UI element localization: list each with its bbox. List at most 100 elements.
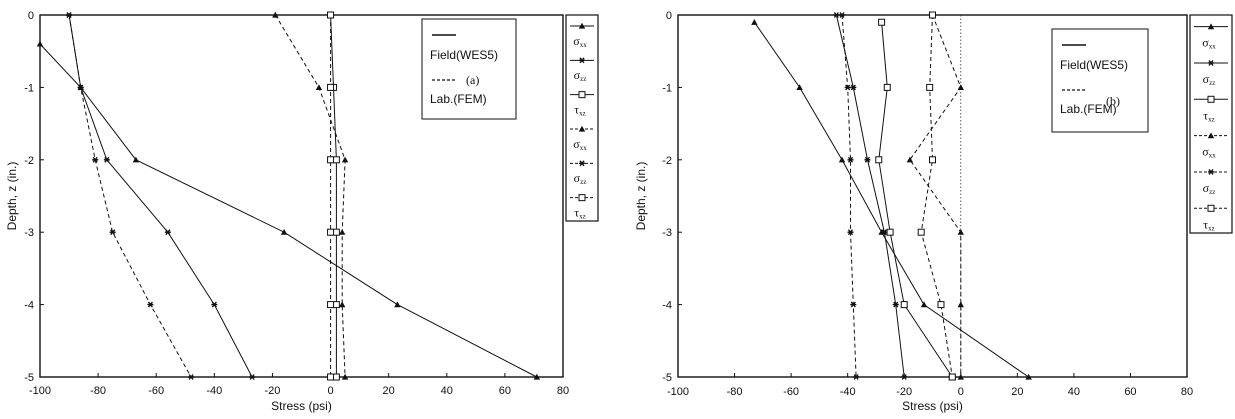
- x-tick-label: -40: [840, 386, 856, 398]
- x-tick-label: -80: [90, 385, 106, 397]
- marker-star: [850, 301, 857, 308]
- marker-triangle: [272, 11, 279, 18]
- symbol-letter: σ: [574, 68, 581, 82]
- x-tick-label: 80: [1181, 386, 1193, 398]
- x-tick-label: -20: [264, 385, 280, 397]
- marker-square: [327, 228, 335, 236]
- x-tick-label: 60: [1124, 386, 1136, 398]
- series-line: [753, 21, 1029, 378]
- marker-star: [839, 12, 846, 18]
- marker-star: [844, 84, 851, 91]
- series-line: [841, 14, 857, 378]
- marker-triangle: [36, 40, 44, 47]
- marker-triangle: [315, 84, 323, 90]
- series-star-dashed: [839, 12, 860, 380]
- series-triangle-dashed: [272, 11, 349, 380]
- side-legend-symbol: σxx: [573, 34, 587, 49]
- y-axis-label: Depth, z (in.): [5, 162, 19, 231]
- side-legend-symbol: σzz: [1203, 72, 1216, 87]
- marker-triangle: [394, 301, 401, 308]
- marker-star: [103, 156, 110, 163]
- panel-label: (b): [1106, 94, 1120, 108]
- symbol-subscript: xx: [580, 41, 588, 49]
- side-legend-entry: σzz: [570, 57, 594, 83]
- marker-triangle: [957, 373, 964, 380]
- x-tick-label: 0: [958, 386, 964, 398]
- side-legend-entry: σzz: [1194, 169, 1228, 196]
- x-tick-label: 80: [557, 385, 569, 397]
- series-line: [39, 43, 538, 378]
- symbol-subscript: xz: [579, 213, 586, 221]
- symbol-letter: τ: [1203, 217, 1208, 231]
- plot-frame: [39, 14, 564, 378]
- symbol-letter: τ: [574, 206, 579, 220]
- symbol-letter: τ: [574, 103, 579, 117]
- legend-frame: [1051, 28, 1149, 133]
- y-tick-label: -2: [24, 155, 34, 167]
- marker-square: [926, 83, 934, 91]
- symbol-letter: σ: [1202, 145, 1209, 159]
- side-legend-symbol: τxz: [1203, 108, 1214, 123]
- marker-star: [164, 229, 171, 236]
- legend-field-label: Field(WES5): [1060, 58, 1128, 72]
- x-tick-label: -60: [148, 385, 164, 397]
- y-tick-label: -3: [24, 227, 34, 239]
- chart-panel-a: -100 -80 -60 -40 -20 0 20 40 60 80 0 -1 -2 -3 -4 -5 Stre…: [5, 10, 599, 413]
- marker-star: [109, 229, 116, 236]
- x-axis-label: Stress (psi): [271, 399, 332, 413]
- symbol-subscript: xx: [1209, 43, 1217, 51]
- marker-star: [188, 374, 195, 380]
- legend-box: Field(WES5) Lab.(FEM): [1051, 28, 1149, 133]
- marker-triangle: [1207, 132, 1215, 139]
- symbol-letter: σ: [574, 171, 581, 185]
- series-star-solid: [66, 12, 256, 380]
- marker-square: [327, 156, 335, 164]
- marker-star: [1208, 169, 1214, 175]
- x-tick-label: 60: [499, 385, 511, 397]
- marker-star: [92, 156, 99, 163]
- side-legend-entry: σzz: [570, 160, 594, 186]
- marker-star: [833, 12, 840, 18]
- marker-star: [853, 374, 860, 380]
- series-square-solid: [327, 11, 340, 381]
- marker-star: [249, 374, 256, 380]
- marker-square: [327, 83, 335, 91]
- marker-square: [883, 83, 891, 91]
- marker-square: [929, 11, 936, 19]
- symbol-subscript: zz: [580, 75, 586, 83]
- series-line: [68, 14, 253, 378]
- legend-lab-label: Lab.(FEM): [1060, 102, 1117, 116]
- symbol-subscript: zz: [1209, 188, 1215, 196]
- side-legend-frame: [565, 14, 599, 222]
- marker-square: [332, 156, 340, 164]
- marker-star: [147, 301, 154, 308]
- marker-triangle: [906, 156, 914, 163]
- marker-triangle: [838, 156, 846, 163]
- marker-triangle: [341, 373, 349, 380]
- marker-triangle: [796, 84, 803, 90]
- side-legend-entry: σzz: [1194, 60, 1228, 87]
- x-tick-label: -60: [783, 386, 799, 398]
- marker-square: [327, 11, 335, 19]
- x-tick-label: -20: [896, 386, 912, 398]
- legend-box: Field(WES5) Lab.(FEM): [421, 18, 517, 120]
- symbol-subscript: xz: [1208, 224, 1215, 232]
- marker-star: [881, 229, 888, 236]
- marker-square: [917, 228, 925, 236]
- marker-triangle: [920, 301, 928, 308]
- series-square-dashed: [327, 11, 335, 381]
- marker-square: [332, 301, 340, 309]
- marker-star: [77, 84, 84, 91]
- symbol-subscript: xz: [1208, 115, 1215, 123]
- series-line: [920, 14, 953, 378]
- side-legend-entry: σxx: [570, 22, 594, 49]
- marker-square: [900, 301, 908, 309]
- symbol-letter: τ: [1203, 108, 1208, 122]
- marker-triangle: [957, 229, 964, 235]
- side-legend-symbol: σzz: [574, 171, 587, 186]
- marker-square: [327, 301, 335, 309]
- marker-star: [1208, 60, 1214, 66]
- y-tick-label: -3: [662, 227, 672, 239]
